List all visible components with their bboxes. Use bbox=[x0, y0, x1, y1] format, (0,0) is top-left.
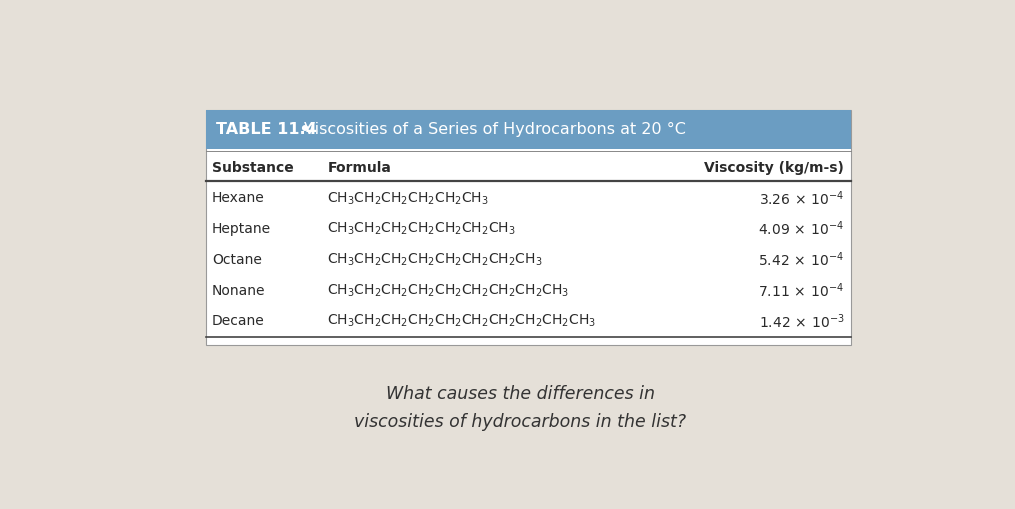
FancyBboxPatch shape bbox=[205, 110, 851, 149]
Text: $\mathregular{3.26\,\times\,10^{-4}}$: $\mathregular{3.26\,\times\,10^{-4}}$ bbox=[759, 189, 844, 208]
Text: Hexane: Hexane bbox=[212, 191, 265, 205]
Text: •: • bbox=[293, 121, 317, 138]
Text: Heptane: Heptane bbox=[212, 222, 271, 236]
Text: TABLE 11.4: TABLE 11.4 bbox=[216, 122, 317, 137]
FancyBboxPatch shape bbox=[205, 110, 851, 345]
Text: What causes the differences in
viscosities of hydrocarbons in the list?: What causes the differences in viscositi… bbox=[354, 385, 686, 431]
Text: Decane: Decane bbox=[212, 314, 265, 328]
Text: $\mathregular{CH_3CH_2CH_2CH_2CH_2CH_3}$: $\mathregular{CH_3CH_2CH_2CH_2CH_2CH_3}$ bbox=[328, 190, 489, 207]
Text: $\mathregular{1.42\,\times\,10^{-3}}$: $\mathregular{1.42\,\times\,10^{-3}}$ bbox=[758, 312, 844, 330]
Text: Octane: Octane bbox=[212, 253, 262, 267]
Text: Substance: Substance bbox=[212, 161, 293, 175]
Text: Formula: Formula bbox=[328, 161, 392, 175]
Text: $\mathregular{7.11\,\times\,10^{-4}}$: $\mathregular{7.11\,\times\,10^{-4}}$ bbox=[758, 281, 844, 300]
Text: Viscosities of a Series of Hydrocarbons at 20 °C: Viscosities of a Series of Hydrocarbons … bbox=[303, 122, 686, 137]
Text: $\mathregular{5.42\,\times\,10^{-4}}$: $\mathregular{5.42\,\times\,10^{-4}}$ bbox=[758, 250, 844, 269]
Text: Nonane: Nonane bbox=[212, 284, 265, 298]
Text: $\mathregular{4.09\,\times\,10^{-4}}$: $\mathregular{4.09\,\times\,10^{-4}}$ bbox=[758, 220, 844, 238]
Text: Viscosity (kg/m-s): Viscosity (kg/m-s) bbox=[704, 161, 844, 175]
Text: $\mathregular{CH_3CH_2CH_2CH_2CH_2CH_2CH_2CH_2CH_2CH_3}$: $\mathregular{CH_3CH_2CH_2CH_2CH_2CH_2CH… bbox=[328, 313, 597, 329]
Text: $\mathregular{CH_3CH_2CH_2CH_2CH_2CH_2CH_3}$: $\mathregular{CH_3CH_2CH_2CH_2CH_2CH_2CH… bbox=[328, 221, 517, 237]
Text: $\mathregular{CH_3CH_2CH_2CH_2CH_2CH_2CH_2CH_3}$: $\mathregular{CH_3CH_2CH_2CH_2CH_2CH_2CH… bbox=[328, 251, 543, 268]
Text: $\mathregular{CH_3CH_2CH_2CH_2CH_2CH_2CH_2CH_2CH_3}$: $\mathregular{CH_3CH_2CH_2CH_2CH_2CH_2CH… bbox=[328, 282, 569, 299]
